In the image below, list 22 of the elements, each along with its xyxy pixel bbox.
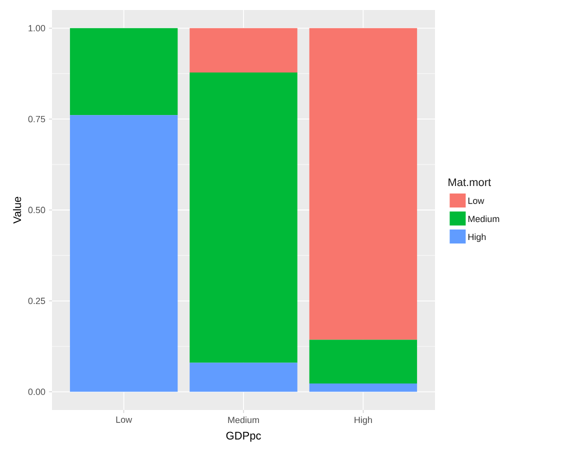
y-axis-title: Value — [13, 196, 22, 224]
bar — [70, 115, 178, 392]
y-tick-label: 0.25 — [28, 298, 46, 304]
x-tick-label: Low — [116, 416, 132, 423]
bar — [70, 28, 178, 116]
legend-title: Mat.mort — [448, 178, 492, 186]
legend-label: Low — [468, 198, 484, 204]
y-tick-label: 0.50 — [28, 206, 46, 214]
legend-label: Medium — [468, 216, 500, 222]
y-tick-label: 0.75 — [28, 116, 46, 122]
y-tick-label: 1.00 — [28, 24, 46, 32]
x-tick-label: High — [354, 416, 372, 425]
y-tick-label: 0.00 — [28, 388, 46, 395]
bar — [309, 383, 418, 392]
bar — [309, 28, 418, 340]
bar — [309, 340, 418, 384]
bar — [190, 72, 298, 363]
x-axis-title: GDPpc — [226, 432, 261, 442]
x-tick-label: Medium — [228, 416, 259, 424]
bar — [190, 28, 298, 73]
legend-label: High — [468, 234, 486, 242]
bar — [190, 362, 298, 392]
